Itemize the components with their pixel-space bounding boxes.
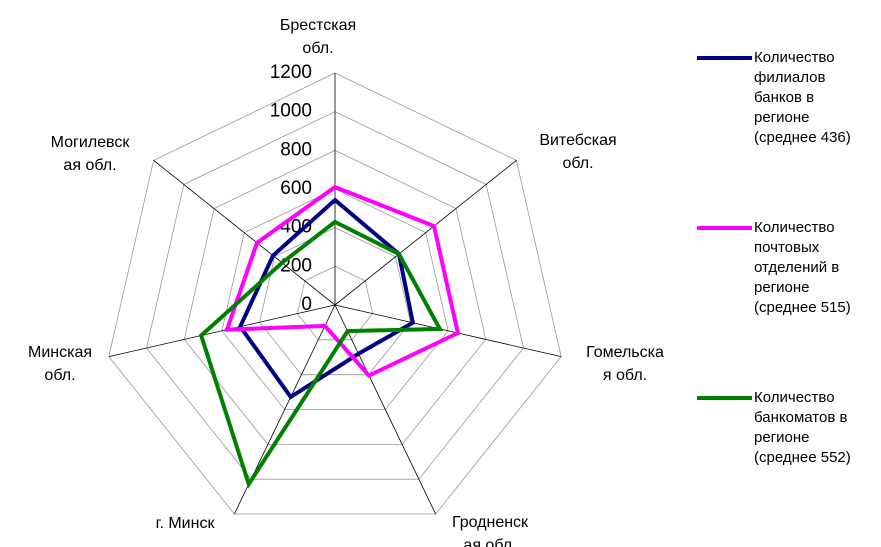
grid-ring xyxy=(183,149,487,445)
grid-ring xyxy=(108,72,562,515)
legend-label: Количество банкоматов в регионе (среднее… xyxy=(754,389,851,466)
tick-label: 800 xyxy=(280,139,312,160)
series-line xyxy=(224,184,461,378)
axis-spoke xyxy=(108,304,336,358)
tick-label: 0 xyxy=(301,294,312,315)
axis-spoke xyxy=(334,160,517,306)
category-label: Могилевск ая обл. xyxy=(50,134,130,174)
category-label: Гродненск ая обл. xyxy=(451,514,529,547)
axis-spoke xyxy=(334,304,562,358)
legend-label: Количество почтовых отделений в регионе … xyxy=(754,219,851,316)
tick-label: 1000 xyxy=(270,101,312,122)
grid-ring xyxy=(146,111,524,480)
grid-ring xyxy=(259,227,411,376)
category-label: Минская обл. xyxy=(27,344,93,384)
legend-label: Количество филиалов банков в регионе (ср… xyxy=(754,49,851,146)
series-line xyxy=(198,219,444,489)
tick-label: 1200 xyxy=(270,62,312,83)
axis-spoke xyxy=(334,304,437,515)
category-label: г. Минск xyxy=(155,515,215,532)
category-label: Гомельска я обл. xyxy=(586,344,664,384)
tick-label: 200 xyxy=(280,255,312,276)
axis-spoke xyxy=(153,160,336,306)
tick-label: 600 xyxy=(280,178,312,199)
series-line xyxy=(237,197,416,400)
category-label: Брестская обл. xyxy=(279,17,357,57)
category-label: Витебская обл. xyxy=(539,132,617,172)
grid-ring xyxy=(221,188,449,410)
